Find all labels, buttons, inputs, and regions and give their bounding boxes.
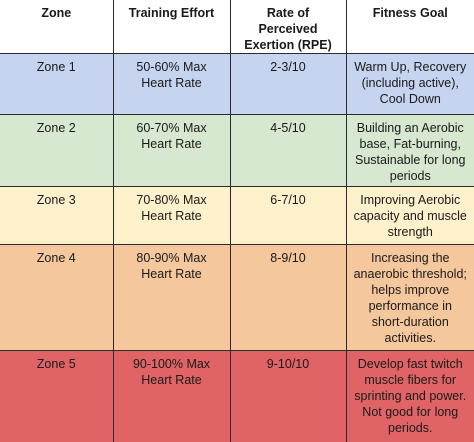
- rpe-cell: 8-9/10: [229, 244, 347, 351]
- rpe-cell: 2-3/10: [229, 53, 347, 115]
- training-effort-cell: 90-100% Max Heart Rate: [112, 350, 231, 442]
- table-row-zone-4: Zone 4 80-90% Max Heart Rate 8-9/10 Incr…: [0, 244, 474, 351]
- fitness-goal-cell: Improving Aerobic capacity and muscle st…: [345, 186, 474, 245]
- fitness-goal-cell: Develop fast twitch muscle fibers for sp…: [345, 350, 474, 442]
- rpe-cell: 9-10/10: [229, 350, 347, 442]
- header-row: Zone Training Effort Rate of Perceived E…: [0, 0, 474, 54]
- zone-cell: Zone 4: [0, 244, 114, 351]
- table-row-zone-1: Zone 1 50-60% Max Heart Rate 2-3/10 Warm…: [0, 53, 474, 115]
- fitness-goal-cell: Building an Aerobic base, Fat-burning, S…: [345, 114, 474, 187]
- fitness-goal-cell: Warm Up, Recovery (including active), Co…: [345, 53, 474, 115]
- rpe-cell: 6-7/10: [229, 186, 347, 245]
- column-header-rpe: Rate of Perceived Exertion (RPE): [229, 0, 347, 54]
- zone-cell: Zone 5: [0, 350, 114, 442]
- column-header-zone: Zone: [0, 0, 114, 54]
- zone-cell: Zone 3: [0, 186, 114, 245]
- column-header-training-effort: Training Effort: [112, 0, 231, 54]
- zone-cell: Zone 2: [0, 114, 114, 187]
- training-effort-cell: 50-60% Max Heart Rate: [112, 53, 231, 115]
- rpe-cell: 4-5/10: [229, 114, 347, 187]
- zone-cell: Zone 1: [0, 53, 114, 115]
- fitness-goal-cell: Increasing the anaerobic threshold; help…: [345, 244, 474, 351]
- training-effort-cell: 80-90% Max Heart Rate: [112, 244, 231, 351]
- table-row-zone-3: Zone 3 70-80% Max Heart Rate 6-7/10 Impr…: [0, 186, 474, 245]
- table-row-zone-5: Zone 5 90-100% Max Heart Rate 9-10/10 De…: [0, 350, 474, 442]
- training-effort-cell: 70-80% Max Heart Rate: [112, 186, 231, 245]
- column-header-fitness-goal: Fitness Goal: [345, 0, 474, 54]
- table-row-zone-2: Zone 2 60-70% Max Heart Rate 4-5/10 Buil…: [0, 114, 474, 187]
- training-effort-cell: 60-70% Max Heart Rate: [112, 114, 231, 187]
